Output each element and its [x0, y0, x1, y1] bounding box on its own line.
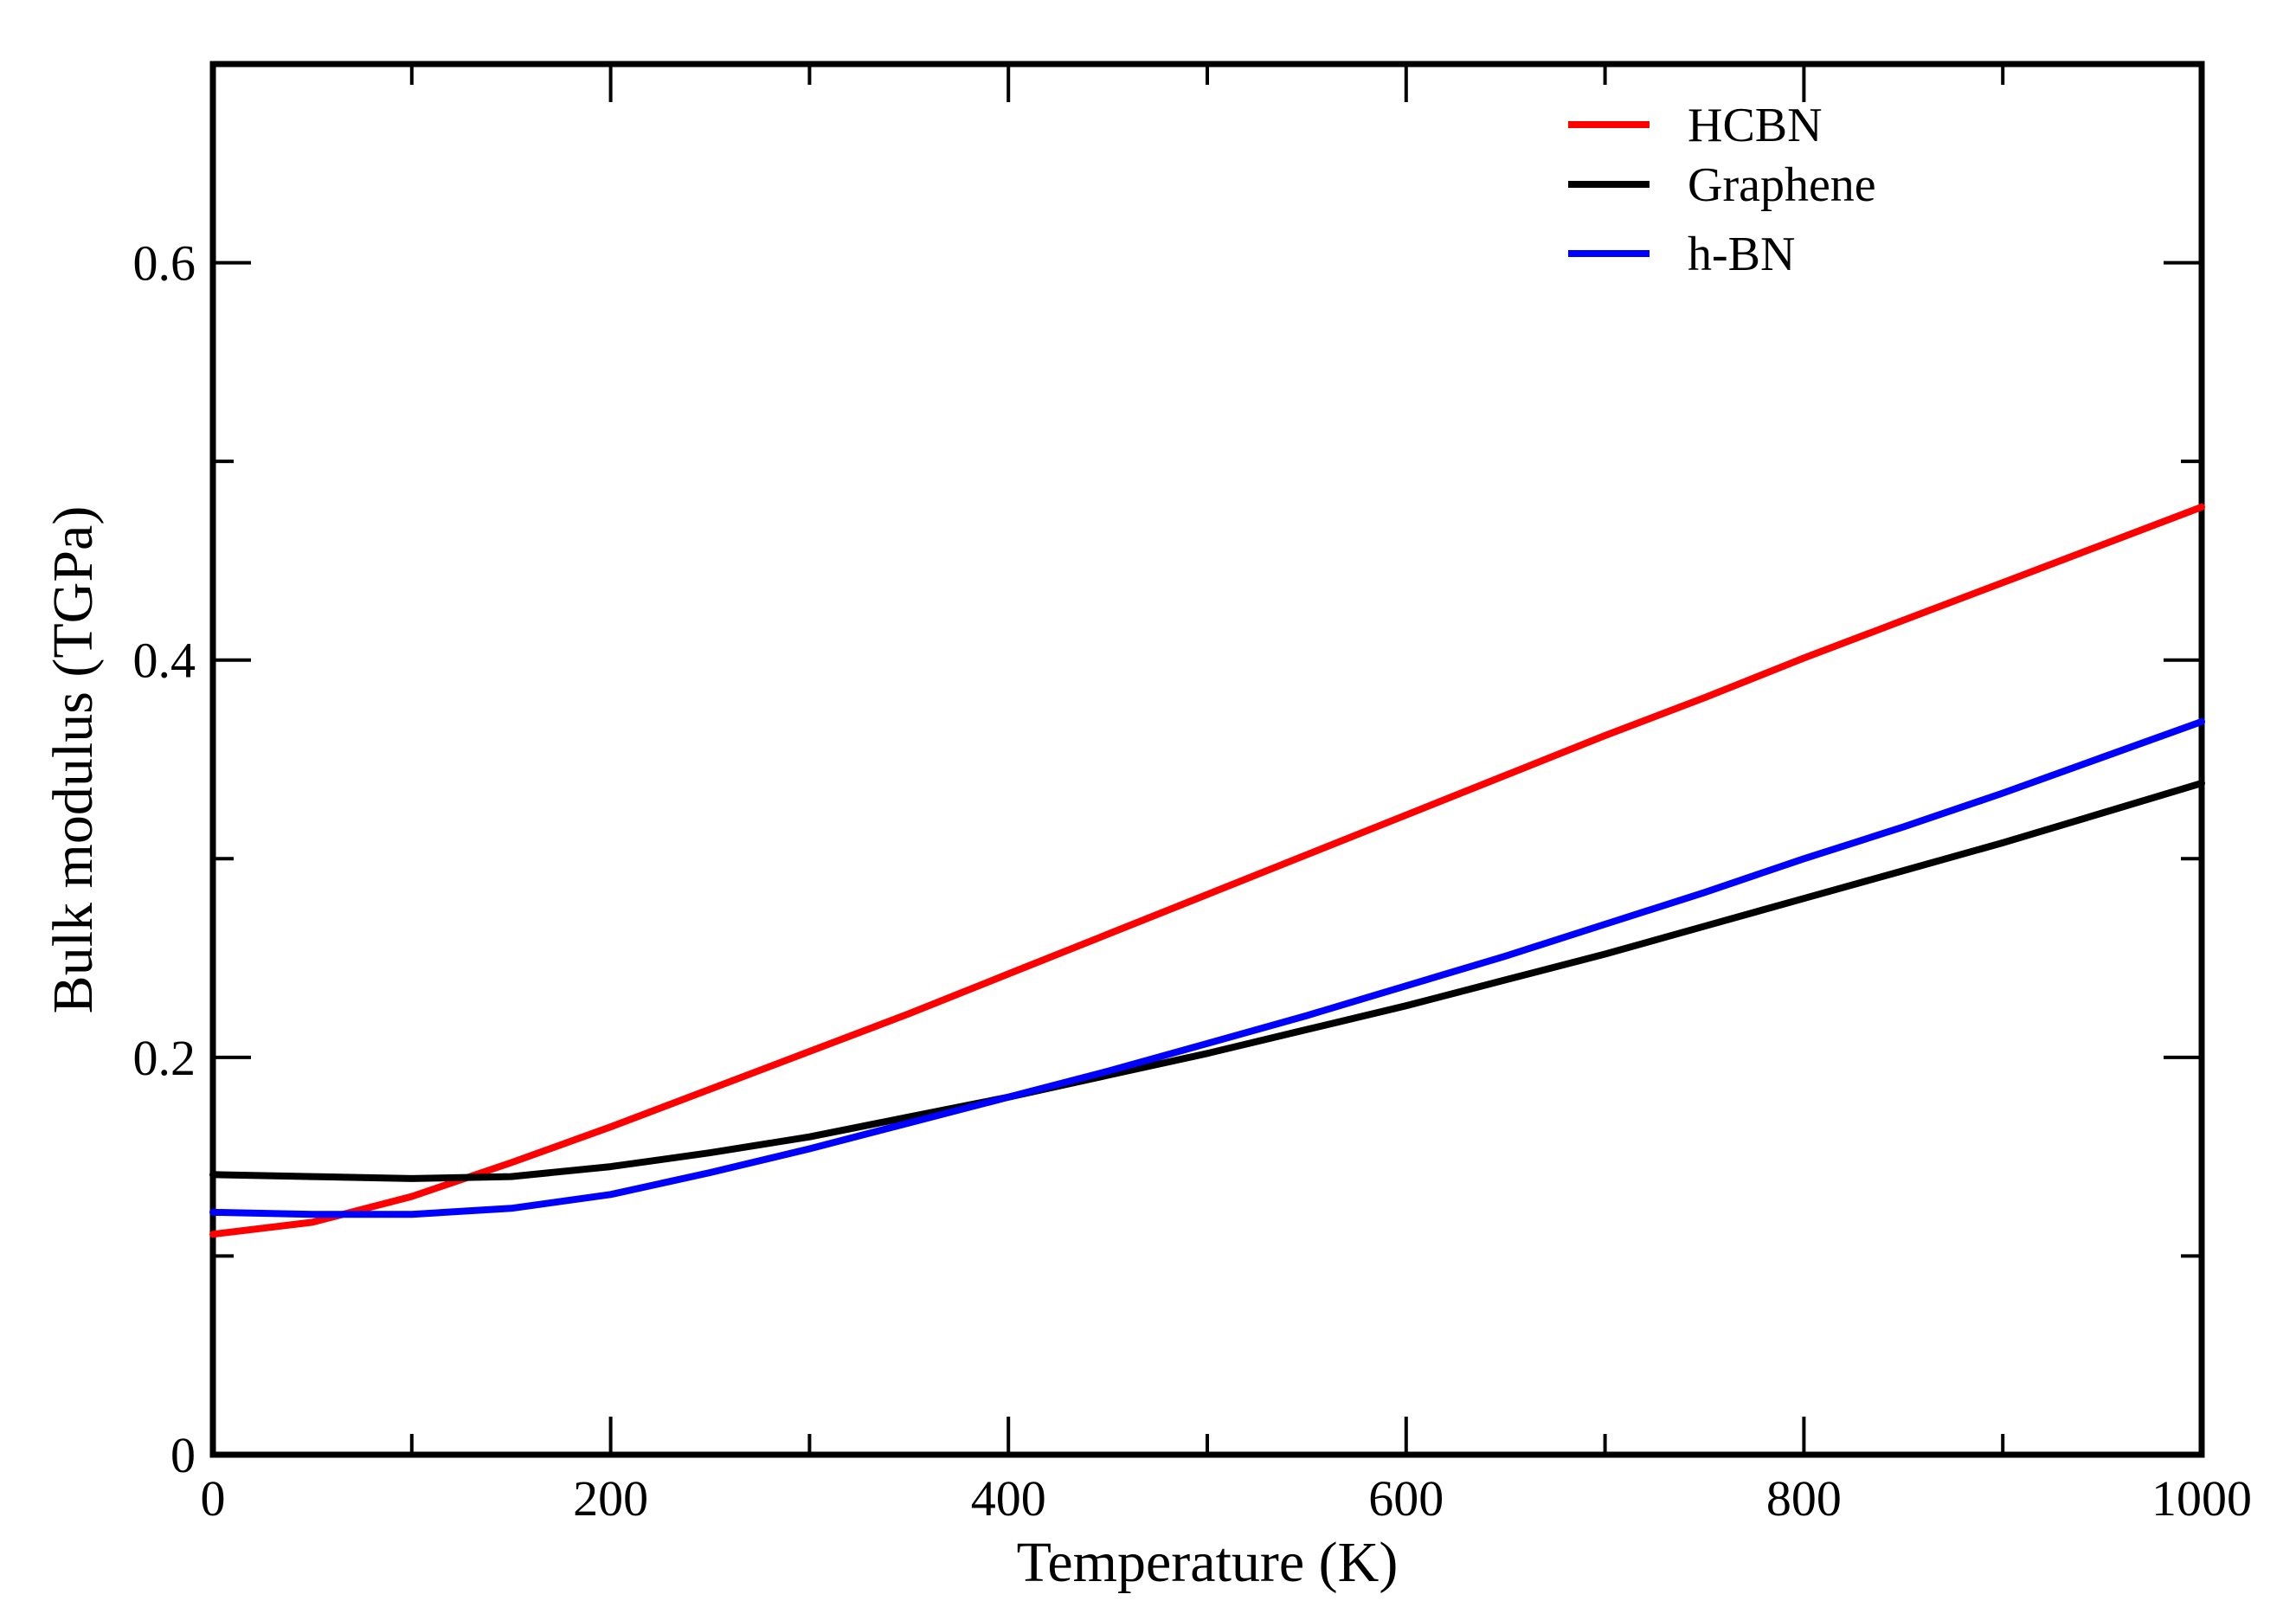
legend-label-graphene: Graphene	[1688, 158, 1876, 212]
y-tick-label: 0.6	[133, 235, 196, 292]
legend-label-hcbn: HCBN	[1688, 99, 1823, 152]
plot-frame	[209, 61, 2205, 1458]
y-tick-label: 0.2	[133, 1030, 196, 1086]
x-tick-label: 800	[1766, 1470, 1842, 1527]
x-tick-label: 400	[971, 1470, 1046, 1527]
axis-tick-labels: 0 200 400 600 800 1000 0 0.2 0.4 0.6	[133, 235, 2253, 1527]
series-line-graphene	[209, 780, 2205, 1182]
x-tick-label: 0	[201, 1470, 226, 1527]
x-tick-label: 600	[1368, 1470, 1444, 1527]
x-tick-label: 1000	[2151, 1470, 2252, 1527]
y-axis-label: Bulk modulus (TGPa)	[42, 506, 105, 1014]
legend: HCBN Graphene h-BN	[1568, 99, 1876, 281]
series-line-h-bn	[209, 717, 2205, 1218]
y-tick-label: 0	[170, 1427, 196, 1483]
axis-ticks	[211, 64, 2203, 1456]
series-lines	[209, 503, 2205, 1238]
series-line-hcbn	[209, 503, 2205, 1238]
legend-label-h-bn: h-BN	[1688, 228, 1795, 281]
y-tick-label: 0.4	[133, 633, 196, 689]
x-tick-label: 200	[573, 1470, 648, 1527]
x-axis-label: Temperature (K)	[1017, 1531, 1399, 1594]
